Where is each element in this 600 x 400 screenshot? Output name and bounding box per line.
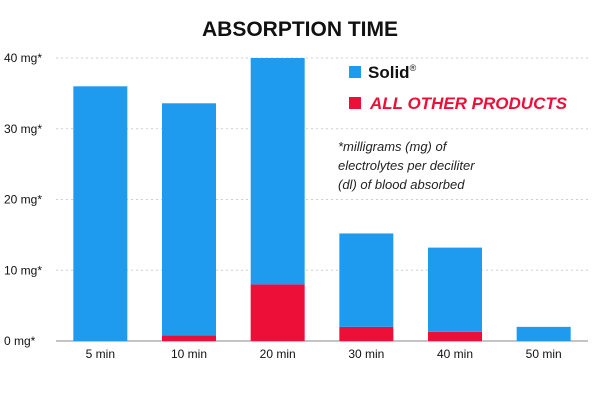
legend-label-solid: Solid®: [368, 63, 417, 82]
y-tick-label: 40 mg*: [4, 51, 42, 65]
x-tick-label: 40 min: [437, 347, 473, 361]
legend: Solid® ALL OTHER PRODUCTS: [349, 63, 568, 113]
y-tick-label: 0 mg*: [4, 334, 36, 348]
gridlines: [56, 57, 588, 271]
legend-swatch-other: [349, 97, 361, 109]
x-tick-label: 50 min: [526, 347, 562, 361]
y-tick-label: 30 mg*: [4, 122, 42, 136]
bar-other-products: [162, 335, 216, 341]
legend-solid-mark: ®: [410, 63, 417, 73]
bar-solid: [428, 247, 482, 332]
bar-solid: [250, 58, 305, 285]
y-axis-ticks: 0 mg* 10 mg* 20 mg* 30 mg* 40 mg*: [4, 51, 42, 348]
footnote-line-1: *milligrams (mg) of: [338, 139, 448, 154]
legend-label-other: ALL OTHER PRODUCTS: [369, 94, 568, 113]
bars: [73, 58, 571, 341]
y-tick-label: 20 mg*: [4, 193, 42, 207]
chart-title: ABSORPTION TIME: [202, 18, 398, 41]
footnote: *milligrams (mg) of electrolytes per dec…: [338, 139, 475, 192]
bar-other-products: [428, 331, 482, 341]
x-tick-label: 20 min: [260, 347, 296, 361]
bar-other-products: [250, 284, 305, 341]
bar-solid: [339, 233, 394, 327]
bar-other-products: [339, 326, 394, 341]
bar-solid: [73, 86, 128, 341]
x-tick-label: 10 min: [171, 347, 207, 361]
x-tick-label: 5 min: [86, 347, 115, 361]
legend-solid-text: Solid: [368, 63, 410, 82]
legend-swatch-solid: [349, 66, 361, 78]
x-axis-ticks: 5 min 10 min 20 min 30 min 40 min 50 min: [86, 347, 562, 361]
footnote-line-2: electrolytes per deciliter: [338, 158, 475, 173]
bar-solid: [516, 326, 571, 341]
footnote-line-3: (dl) of blood absorbed: [338, 177, 465, 192]
y-tick-label: 10 mg*: [4, 263, 42, 277]
x-tick-label: 30 min: [348, 347, 384, 361]
bar-solid: [162, 103, 216, 336]
